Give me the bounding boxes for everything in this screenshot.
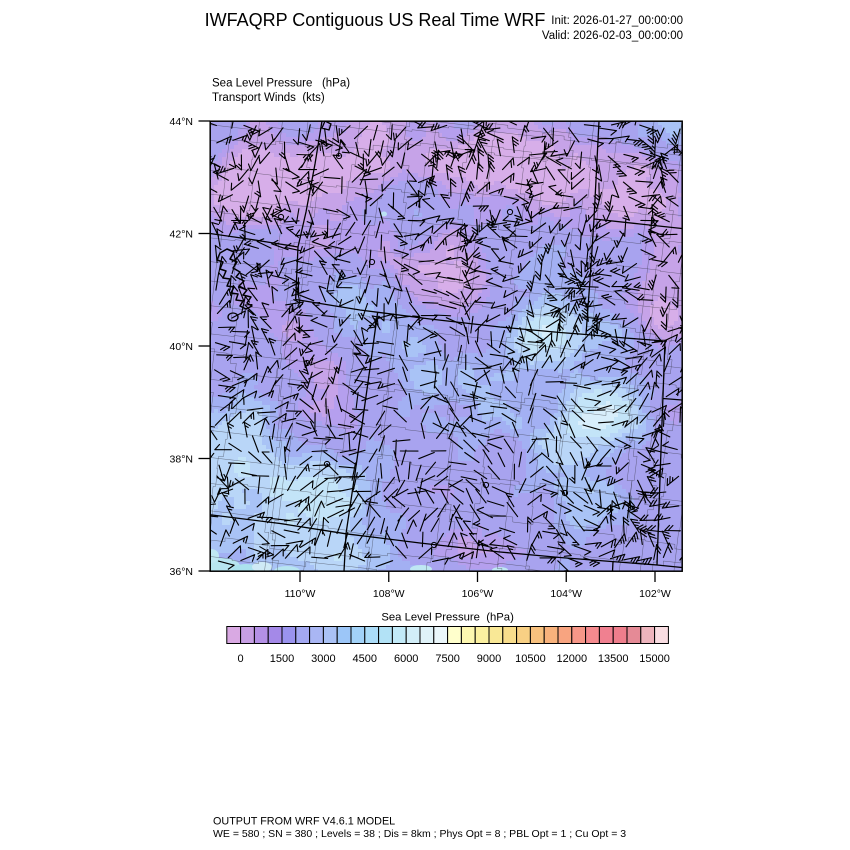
- svg-text:40°N: 40°N: [170, 341, 193, 353]
- svg-text:44°N: 44°N: [170, 116, 193, 128]
- svg-text:3000: 3000: [311, 653, 335, 665]
- svg-text:OUTPUT FROM WRF V4.6.1 MODEL: OUTPUT FROM WRF V4.6.1 MODEL: [213, 816, 395, 828]
- svg-text:36°N: 36°N: [170, 566, 193, 578]
- svg-text:0: 0: [238, 653, 244, 665]
- svg-text:106°W: 106°W: [462, 588, 494, 600]
- svg-text:Transport Winds (kts): Transport Winds (kts): [212, 92, 325, 104]
- svg-text:13500: 13500: [598, 653, 629, 665]
- svg-text:Sea Level Pressure (hPa): Sea Level Pressure (hPa): [381, 612, 514, 624]
- svg-text:10500: 10500: [515, 653, 546, 665]
- svg-text:Sea Level Pressure (hPa): Sea Level Pressure (hPa): [212, 78, 350, 90]
- svg-text:IWFAQRP Contiguous US Real Tim: IWFAQRP Contiguous US Real Time WRF: [205, 10, 546, 30]
- svg-text:WE = 580 ; SN = 380 ; Levels =: WE = 580 ; SN = 380 ; Levels = 38 ; Dis …: [213, 828, 626, 840]
- svg-text:7500: 7500: [435, 653, 459, 665]
- svg-text:1500: 1500: [270, 653, 294, 665]
- svg-text:12000: 12000: [557, 653, 588, 665]
- svg-text:9000: 9000: [477, 653, 501, 665]
- svg-text:4500: 4500: [353, 653, 377, 665]
- svg-text:Valid: 2026-02-03_00:00:00: Valid: 2026-02-03_00:00:00: [542, 30, 683, 42]
- svg-text:110°W: 110°W: [285, 588, 316, 600]
- svg-text:6000: 6000: [394, 653, 418, 665]
- svg-text:108°W: 108°W: [373, 588, 405, 600]
- svg-text:15000: 15000: [639, 653, 670, 665]
- svg-text:102°W: 102°W: [639, 588, 671, 600]
- svg-text:42°N: 42°N: [170, 229, 193, 241]
- svg-text:104°W: 104°W: [550, 588, 582, 600]
- svg-text:38°N: 38°N: [170, 454, 193, 466]
- svg-text:Init: 2026-01-27_00:00:00: Init: 2026-01-27_00:00:00: [551, 15, 683, 27]
